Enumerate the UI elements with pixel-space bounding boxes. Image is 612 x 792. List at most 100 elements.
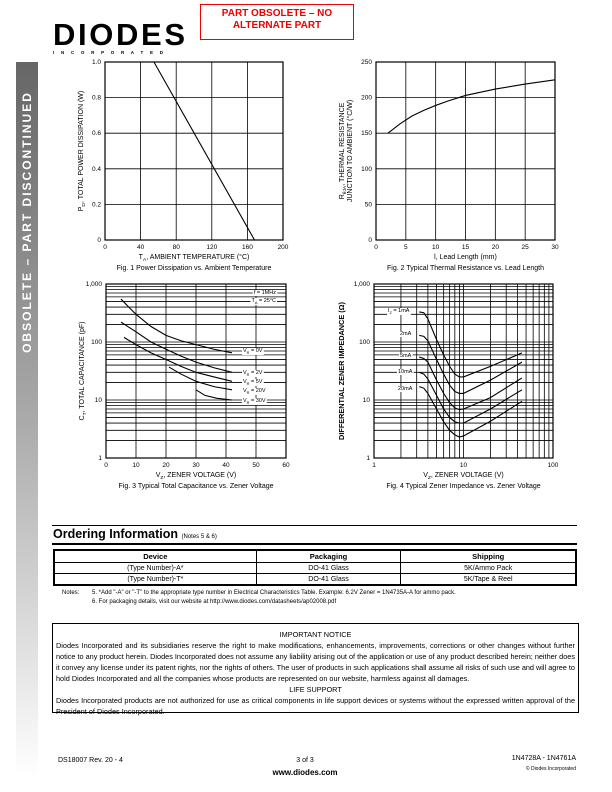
series-label: VR = 2V xyxy=(243,370,263,377)
cell: 5K/Tape & Reel xyxy=(400,573,576,585)
website-link[interactable]: www.diodes.com xyxy=(272,768,338,777)
y-tick-label: 1,000 xyxy=(354,281,371,288)
y-tick-label: 100 xyxy=(91,339,102,346)
x-tick-label: 80 xyxy=(173,244,181,251)
x-axis-label: VZ, ZENER VOLTAGE (V) xyxy=(423,472,504,481)
annotation-text: TA = 25°C xyxy=(251,298,276,305)
col-header: Device xyxy=(54,550,257,563)
notice-title: IMPORTANT NOTICE xyxy=(279,630,352,639)
series-line xyxy=(120,298,233,354)
y-tick-label: 1.0 xyxy=(92,59,101,66)
figure-caption: Fig. 2 Typical Thermal Resistance vs. Le… xyxy=(387,265,544,272)
note-5: 5. *Add "-A" or "-T" to the appropriate … xyxy=(92,590,456,596)
ordering-table: Device Packaging Shipping (Type Number)-A*… xyxy=(53,549,577,586)
chart-fig4: 1 10 100 1 10 100 1,000 VZ, ZENER VOLTAGE (V) DI… xyxy=(337,281,559,490)
y-tick-label: 100 xyxy=(359,339,370,346)
part-numbers: 1N4728A - 1N4761A xyxy=(511,755,576,762)
chart-fig2: 0 5 10 15 20 25 30 0 50 100 150 200 250 l, Lead Lengt… xyxy=(339,59,559,272)
series-label: VR = 0V xyxy=(243,348,263,355)
col-header: Packaging xyxy=(255,550,401,563)
series-label-bg xyxy=(242,398,267,405)
obsolete-notice: PART OBSOLETE – NO ALTERNATE PART xyxy=(200,4,354,40)
x-tick-label: 0 xyxy=(104,462,108,469)
y-tick-label: 0.4 xyxy=(92,166,101,173)
x-tick-label: 120 xyxy=(206,244,217,251)
ordering-title: Ordering Information (Notes 5 & 6) xyxy=(53,527,217,541)
series-label-bg xyxy=(397,386,414,392)
series-label-bg xyxy=(399,331,413,337)
table-row: (Type Number)-A* DO-41 Glass 5K/Ammo Pack xyxy=(54,562,576,574)
cell: (Type Number)-A* xyxy=(54,562,257,574)
plot-frame xyxy=(104,61,284,241)
x-tick-label: 50 xyxy=(252,462,260,469)
y-tick-label: 0.2 xyxy=(92,201,101,208)
ordering-notes-ref: (Notes 5 & 6) xyxy=(181,534,217,540)
chart-fig3: 0 10 20 30 40 50 60 1 10 100 1,000 VZ, ZENER VOLTAG… xyxy=(79,281,290,490)
obsolete-sidebar-banner: OBSOLETE – PART DISCONTINUED xyxy=(16,62,38,777)
y-axis-label: PD, TOTAL POWER DISSIPATION (W) xyxy=(78,91,87,212)
col-header: Shipping xyxy=(400,550,576,563)
chart-fig1: 0 40 80 120 160 200 0 0.2 0.4 0.6 0.8 1.0 TA, AMBIEN… xyxy=(78,59,289,272)
series-label: IZ = 1mA xyxy=(388,308,410,315)
figure-caption: Fig. 3 Typical Total Capacitance vs. Zen… xyxy=(119,483,274,490)
x-tick-label: 0 xyxy=(374,244,378,251)
series-line xyxy=(105,61,255,241)
y-axis-label: RθJA, THERMAL RESISTANCE xyxy=(339,102,348,199)
series-line xyxy=(168,366,233,391)
cell: DO-41 Glass xyxy=(255,573,401,585)
series-line xyxy=(387,79,556,134)
diodes-logo: DIODES I N C O R P O R A T E D xyxy=(53,20,186,55)
x-tick-label: 40 xyxy=(137,244,145,251)
y-axis-label: DIFFERENTIAL ZENER IMPEDANCE (Ω) xyxy=(337,301,346,439)
annotation-text: f = 1MHz xyxy=(254,290,276,296)
x-tick-label: 5 xyxy=(404,244,408,251)
x-tick-label: 10 xyxy=(460,462,468,469)
series-label-bg xyxy=(242,348,264,355)
x-tick-label: 25 xyxy=(522,244,530,251)
x-axis-label: TA, AMBIENT TEMPERATURE (°C) xyxy=(139,253,250,263)
y-tick-label: 50 xyxy=(365,201,373,208)
y-tick-label: 1,000 xyxy=(86,281,103,288)
x-tick-label: 160 xyxy=(242,244,253,251)
series-line xyxy=(419,311,523,378)
series-line xyxy=(419,356,523,411)
cell: (Type Number)-T* xyxy=(127,575,184,583)
page-number: 3 of 3 xyxy=(296,757,314,764)
y-tick-label: 10 xyxy=(95,397,103,404)
cell: 5K/Ammo Pack xyxy=(400,562,576,574)
series-label: VR = 30V xyxy=(243,398,266,405)
plot-frame xyxy=(375,61,556,241)
y-tick-label: 1 xyxy=(98,455,102,462)
ordering-title-text: Ordering Information xyxy=(53,527,178,541)
important-notice-box: IMPORTANT NOTICE Diodes Incorporated and… xyxy=(52,623,579,716)
y-tick-label: 100 xyxy=(361,166,372,173)
series-label-bg xyxy=(242,370,264,377)
x-tick-label: 200 xyxy=(278,244,289,251)
series-label: VR = 20V xyxy=(243,388,266,395)
y-tick-label: 0 xyxy=(368,237,372,244)
x-tick-label: 10 xyxy=(432,244,440,251)
x-tick-label: 20 xyxy=(162,462,170,469)
x-tick-label: 40 xyxy=(222,462,230,469)
divider xyxy=(52,543,577,545)
y-tick-label: 200 xyxy=(361,95,372,102)
divider xyxy=(52,525,577,526)
x-tick-label: 15 xyxy=(462,244,470,251)
annotation-bg xyxy=(250,298,278,305)
figure-caption: Fig. 1 Power Dissipation vs. Ambient Tem… xyxy=(117,265,272,272)
annotation-bg xyxy=(252,290,278,296)
series-line xyxy=(419,371,523,424)
series-label: 10mA xyxy=(398,369,413,375)
series-line xyxy=(195,389,233,401)
x-tick-label: 0 xyxy=(103,244,107,251)
y-tick-label: 0.8 xyxy=(92,95,101,102)
life-support-title: LIFE SUPPORT xyxy=(289,685,342,694)
series-line xyxy=(120,321,233,373)
series-label-bg xyxy=(399,353,413,359)
series-label-bg xyxy=(242,388,267,395)
series-label: VR = 5V xyxy=(243,379,263,386)
x-axis-label: VZ, ZENER VOLTAGE (V) xyxy=(156,472,237,481)
copyright: © Diodes Incorporated xyxy=(525,766,576,772)
x-axis-label: l, Lead Length (mm) xyxy=(434,254,497,261)
